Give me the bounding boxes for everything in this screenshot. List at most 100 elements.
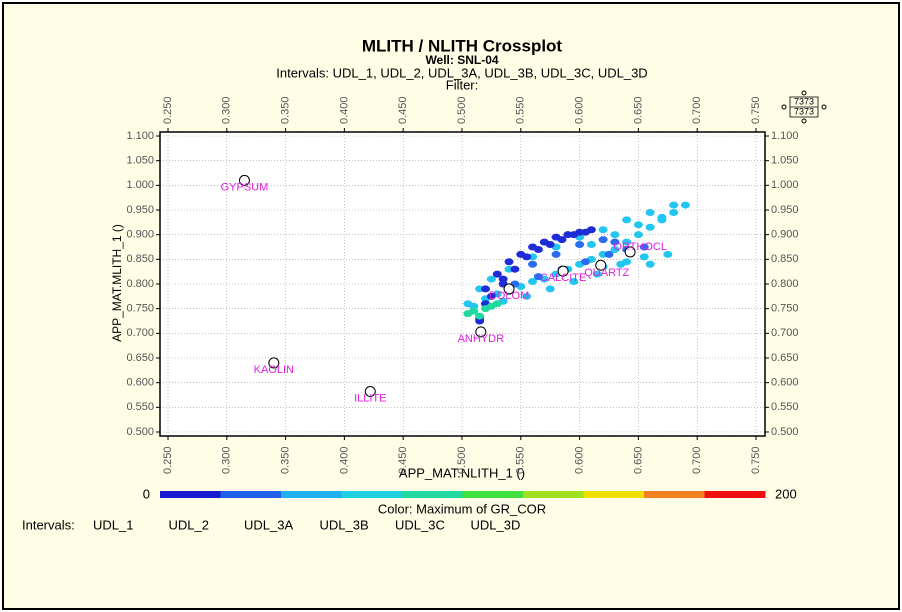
point: [551, 250, 561, 258]
mineral-point: [364, 386, 376, 398]
point: [657, 213, 667, 221]
colorbar-segment: [402, 491, 463, 498]
x-tick-label: 0.650: [632, 446, 644, 474]
x-tick-label: 0.350: [280, 446, 292, 474]
x-tick-label-top: 0.350: [280, 96, 292, 124]
y-tick-label-right: 0.800: [771, 278, 799, 290]
mineral-point: [503, 283, 515, 295]
point: [475, 312, 485, 320]
point: [610, 231, 620, 239]
mineral-point: [557, 265, 569, 277]
point: [481, 285, 491, 293]
y-tick-label-right: 0.700: [771, 327, 799, 339]
x-tick-label: 0.700: [691, 446, 703, 474]
symbol-scale: 7373 7373: [781, 90, 827, 124]
colorbar-segment: [523, 491, 584, 498]
mineral-point: [238, 174, 250, 186]
x-tick-label-top: 0.750: [750, 96, 762, 124]
point: [498, 275, 508, 283]
point: [639, 243, 649, 251]
colorbar-segment: [220, 491, 282, 498]
mineral-label: KAOLIN: [254, 364, 294, 376]
point: [563, 231, 573, 239]
x-tick-label-top: 0.700: [691, 96, 703, 124]
y-tick-label-right: 1.050: [771, 155, 799, 167]
interval-item: UDL_2: [169, 517, 209, 532]
mineral-label: GYPSUM: [221, 181, 269, 193]
point: [645, 223, 655, 231]
point: [528, 260, 538, 268]
chart-title: MLITH / NLITH Crossplot: [362, 36, 563, 55]
y-tick-label: 0.650: [126, 352, 154, 364]
point: [669, 201, 679, 209]
x-tick-label-top: 0.550: [515, 96, 527, 124]
point: [592, 270, 602, 278]
x-tick-label: 0.550: [515, 446, 527, 474]
colorbar-label: Color: Maximum of GR_COR: [378, 501, 546, 516]
point: [645, 208, 655, 216]
mineral-label: CALCITE: [540, 272, 586, 284]
mineral-label: ILLITE: [354, 392, 386, 404]
symbol-scale-icon: [821, 104, 827, 110]
colorbar-segment: [583, 491, 645, 498]
point: [522, 292, 532, 300]
point: [492, 270, 502, 278]
symbol-scale-label: 7373: [794, 106, 814, 116]
point: [586, 241, 596, 249]
x-tick-label: 0.400: [338, 446, 350, 474]
mineral-point: [595, 259, 607, 271]
y-tick-label: 0.800: [126, 278, 154, 290]
y-tick-label: 0.600: [126, 377, 154, 389]
x-tick-label: 0.300: [221, 446, 233, 474]
point: [516, 250, 526, 258]
y-tick-label: 1.050: [126, 155, 154, 167]
mineral-point: [475, 326, 487, 338]
symbol-scale-label: 7373: [794, 96, 814, 106]
point: [604, 250, 614, 258]
symbol-scale-icon: [801, 90, 807, 96]
mineral-point: [268, 357, 280, 369]
point: [622, 216, 632, 224]
point: [504, 258, 514, 266]
y-tick-label-right: 0.550: [771, 401, 799, 413]
point: [610, 245, 620, 253]
point: [575, 228, 585, 236]
colorbar-segment: [341, 491, 403, 498]
interval-item: UDL_3B: [320, 517, 369, 532]
x-axis-label: APP_MAT.NLITH_1 (): [399, 465, 525, 480]
y-tick-label-right: 0.650: [771, 352, 799, 364]
point: [551, 233, 561, 241]
interval-item: UDL_1: [93, 517, 133, 532]
point: [539, 238, 549, 246]
point: [639, 253, 649, 261]
colorbar-segment: [462, 491, 524, 498]
y-tick-label: 0.700: [126, 327, 154, 339]
chart-subtitle: Well: SNL-04: [425, 53, 498, 67]
y-tick-label: 0.900: [126, 229, 154, 241]
point: [610, 238, 620, 246]
y-axis-label: APP_MAT.MLITH_1 (): [110, 224, 124, 342]
point: [633, 221, 643, 229]
x-tick-label-top: 0.400: [338, 96, 350, 124]
colorbar-max: 200: [775, 486, 797, 501]
x-tick-label: 0.250: [162, 446, 174, 474]
point: [486, 302, 496, 310]
x-tick-label: 0.450: [397, 446, 409, 474]
x-tick-label-top: 0.500: [456, 96, 468, 124]
x-tick-label-top: 0.650: [632, 96, 644, 124]
x-tick-label: 0.600: [574, 446, 586, 474]
point: [528, 243, 538, 251]
y-tick-label: 1.100: [126, 130, 154, 142]
point: [569, 278, 579, 286]
y-tick-label: 0.550: [126, 401, 154, 413]
y-tick-label: 0.750: [126, 303, 154, 315]
mineral-label: DOLOM: [489, 290, 529, 302]
y-tick-label: 0.950: [126, 204, 154, 216]
point: [598, 226, 608, 234]
interval-item: UDL_3C: [395, 517, 445, 532]
point: [663, 250, 673, 258]
mineral-point: [624, 246, 636, 258]
point: [486, 275, 496, 283]
y-tick-label: 0.500: [126, 426, 154, 438]
